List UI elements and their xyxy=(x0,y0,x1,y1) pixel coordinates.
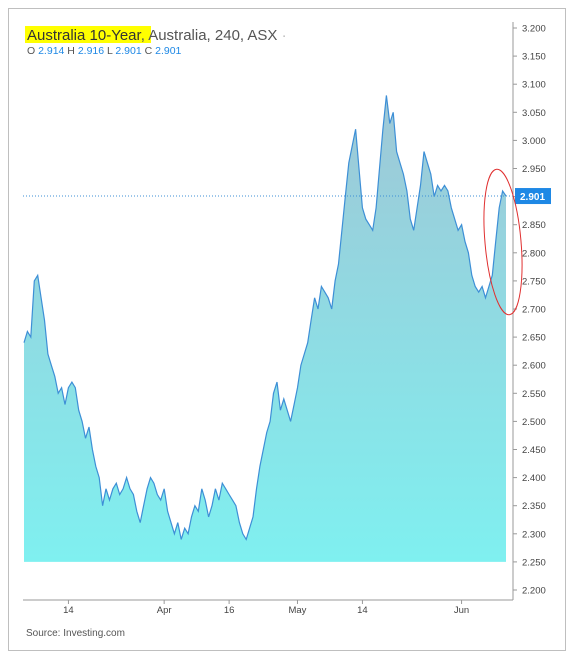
y-tick-label: 2.800 xyxy=(522,248,546,259)
y-tick-label: 2.250 xyxy=(522,557,546,568)
y-tick-label: 2.650 xyxy=(522,333,546,344)
svg-text:Australia 10-Year, Australia,: Australia 10-Year, Australia, 240, ASX · xyxy=(27,27,287,44)
header-separator: · xyxy=(282,27,287,44)
x-tick-label: Jun xyxy=(454,605,469,616)
ohlc-high-label: H xyxy=(67,45,75,57)
y-tick-label: 2.450 xyxy=(522,445,546,456)
y-tick-label: 2.600 xyxy=(522,361,546,372)
y-tick-label: 2.550 xyxy=(522,389,546,400)
instrument-details: , Australia, 240, ASX xyxy=(141,27,278,44)
y-tick-label: 3.100 xyxy=(522,80,546,91)
x-tick-label: May xyxy=(288,605,306,616)
source-credit: Source: Investing.com xyxy=(26,628,125,639)
x-tick-label: 14 xyxy=(357,605,368,616)
plot-area xyxy=(23,95,507,562)
current-value-marker xyxy=(515,188,551,205)
ohlc-open-value: 2.914 xyxy=(38,45,64,57)
y-tick-label: 2.700 xyxy=(522,305,546,316)
chart-overlay: 2.901 xyxy=(23,168,551,316)
y-tick-label: 2.400 xyxy=(522,473,546,484)
ohlc-close-label: C xyxy=(145,45,153,57)
y-tick-label: 3.200 xyxy=(522,24,546,35)
svg-text:O 2.914 H 2.916: O 2.914 H 2.916 L 2.901 C 2.901 xyxy=(27,45,182,57)
y-tick-label: 2.950 xyxy=(522,164,546,175)
x-tick-label: Apr xyxy=(157,605,172,616)
area-fill xyxy=(24,95,506,562)
x-axis: 14 Apr 16 May 14 Jun xyxy=(23,599,513,616)
x-tick-label: 16 xyxy=(224,605,235,616)
y-tick-label: 2.350 xyxy=(522,501,546,512)
ohlc-low-value: 2.901 xyxy=(115,45,141,57)
ohlc-open-label: O xyxy=(27,45,35,57)
annotation-ellipse xyxy=(483,168,523,316)
y-tick-label: 2.300 xyxy=(522,529,546,540)
instrument-name[interactable]: Australia 10-Year xyxy=(27,27,142,44)
y-axis: 2.200 2.250 2.300 2.350 2.400 2.450 2.500 2.550… xyxy=(512,22,546,600)
y-tick-label: 2.200 xyxy=(522,586,546,597)
ohlc-close-value: 2.901 xyxy=(155,45,181,57)
y-tick-label: 2.500 xyxy=(522,417,546,428)
price-line xyxy=(23,95,507,541)
ohlc-high-value: 2.916 xyxy=(78,45,104,57)
x-tick-label: 14 xyxy=(63,605,74,616)
y-tick-label: 3.000 xyxy=(522,136,546,147)
instrument-highlight xyxy=(25,26,151,43)
y-tick-label: 2.850 xyxy=(522,220,546,231)
y-tick-label: 2.750 xyxy=(522,276,546,287)
ohlc-low-label: L xyxy=(107,45,113,57)
y-tick-label: 3.150 xyxy=(522,52,546,63)
current-value-label: 2.901 xyxy=(520,192,545,203)
y-tick-label: 3.050 xyxy=(522,108,546,119)
